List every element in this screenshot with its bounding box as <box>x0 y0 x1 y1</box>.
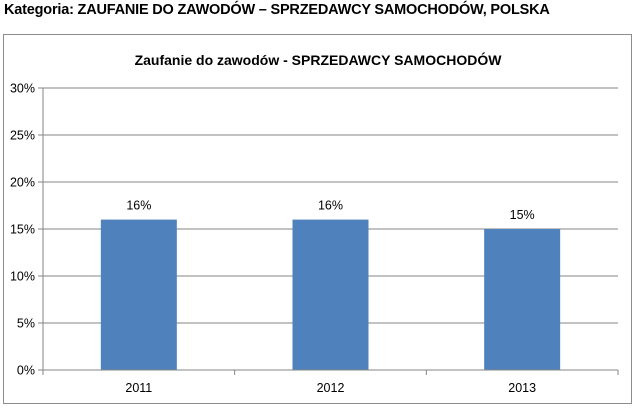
x-tick-label: 2011 <box>125 381 152 395</box>
y-tick-label: 15% <box>10 223 35 237</box>
data-labels: 16% 16% 15% <box>126 199 534 222</box>
y-tick-label: 5% <box>17 317 35 331</box>
y-tick-label: 30% <box>10 82 35 96</box>
bar-2013 <box>484 229 561 370</box>
y-tick-label: 0% <box>17 364 35 378</box>
data-label-2013: 15% <box>510 208 535 222</box>
x-tick-label: 2012 <box>317 381 345 395</box>
axes: 0% 5% 10% 15% 20% 25% 30% 2011 2012 2013 <box>10 82 619 395</box>
bar-2011 <box>100 219 177 370</box>
y-tick-label: 10% <box>10 270 35 284</box>
page-heading: Kategoria: ZAUFANIE DO ZAWODÓW – SPRZEDA… <box>4 2 550 18</box>
data-label-2011: 16% <box>126 199 151 213</box>
y-tick-label: 25% <box>10 129 35 143</box>
bars <box>100 219 561 370</box>
chart-title: Zaufanie do zawodów - SPRZEDAWCY SAMOCHO… <box>135 51 503 68</box>
x-tick-label: 2013 <box>508 381 536 395</box>
y-tick-label: 20% <box>10 176 35 190</box>
bar-2012 <box>292 219 369 370</box>
data-label-2012: 16% <box>318 199 343 213</box>
